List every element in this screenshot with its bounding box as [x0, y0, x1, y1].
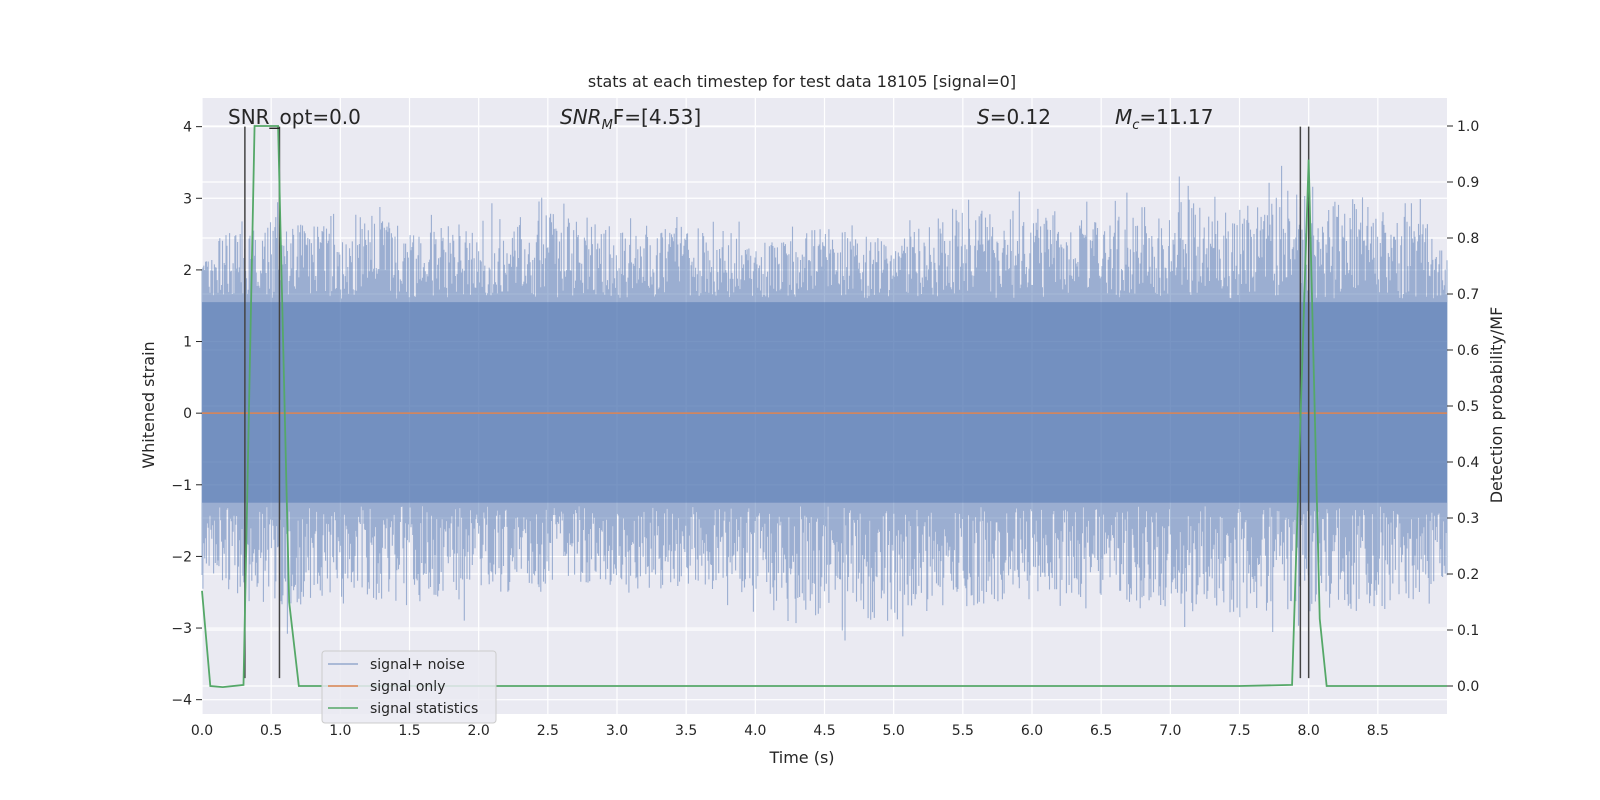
y-tick-label: −3 [171, 621, 192, 637]
x-tick-label: 2.5 [537, 723, 559, 739]
y-tick-label: 2 [183, 263, 192, 279]
x-tick-label: 7.5 [1228, 723, 1250, 739]
y2-tick-label: 0.9 [1457, 175, 1479, 191]
x-tick-label: 5.5 [952, 723, 974, 739]
annotation-mc-suffix: =11.17 [1139, 105, 1213, 129]
y2-tick-label: 0.6 [1457, 343, 1479, 359]
x-tick-label: 6.0 [1021, 723, 1043, 739]
x-tick-label: 4.5 [813, 723, 835, 739]
y2-tick-label: 0.0 [1457, 679, 1479, 695]
x-tick-label: 0.0 [191, 723, 213, 739]
annotation-mc-sub: c [1132, 118, 1139, 133]
series-layer [201, 125, 1448, 689]
annotation-snr-mf-suffix: F=[4.53] [613, 105, 701, 129]
y-tick-label: 3 [183, 191, 192, 207]
x-tick-label: 4.0 [744, 723, 766, 739]
x-tick-label: 7.0 [1159, 723, 1181, 739]
legend-label-signal: signal only [370, 679, 445, 695]
y-tick-label: 4 [183, 120, 192, 136]
chart-title: stats at each timestep for test data 181… [588, 72, 1016, 91]
y-tick-label: 1 [183, 335, 192, 351]
annotation-snr-opt: SNR_opt=0.0 [228, 105, 361, 129]
x-tick-label: 0.5 [260, 723, 282, 739]
x-tick-label: 8.0 [1298, 723, 1320, 739]
legend-label-noise: signal+ noise [370, 657, 465, 673]
legend-box [321, 650, 497, 724]
y2-tick-label: 0.2 [1457, 567, 1479, 583]
x-tick-label: 6.5 [1090, 723, 1112, 739]
y-tick-label: 0 [183, 406, 192, 422]
x-tick-label: 5.0 [883, 723, 905, 739]
series-signal-statistics [201, 125, 1447, 689]
legend-label-stats: signal statistics [370, 701, 478, 717]
y2-tick-label: 0.3 [1457, 511, 1479, 527]
y-tick-label: −1 [171, 478, 192, 494]
y2-tick-label: 0.8 [1457, 231, 1479, 247]
annotation-mc-prefix: M [1115, 105, 1132, 129]
annotation-snr-mf: SNRMF=[4.53] [560, 105, 701, 133]
y2-tick-label: 0.7 [1457, 287, 1479, 303]
annotation-s-suffix: =0.12 [990, 105, 1051, 129]
y2-axis-label: Detection probability/MF [1487, 307, 1506, 504]
annotation-s: S=0.12 [977, 105, 1051, 129]
y2-tick-label: 0.5 [1457, 399, 1479, 415]
y-axis-ticks: 4 3 2 1 0 −1 −2 −3 −4 [171, 120, 202, 709]
y2-axis-ticks: 1.0 0.9 0.8 0.7 0.6 0.5 0.4 0.3 0.2 0.1 0.0 [1447, 119, 1479, 695]
annotation-mc: Mc=11.17 [1115, 105, 1213, 133]
annotation-snr-mf-sub: M [602, 118, 613, 133]
x-tick-label: 3.5 [675, 723, 697, 739]
annotation-s-prefix: S [977, 105, 990, 129]
legend: signal+ noise signal only signal statist… [321, 650, 497, 724]
y-tick-label: −4 [171, 693, 192, 709]
y2-tick-label: 1.0 [1457, 119, 1479, 135]
x-tick-label: 1.5 [398, 723, 420, 739]
y-axis-label: Whitened strain [139, 341, 158, 468]
x-tick-label: 3.0 [606, 723, 628, 739]
annotation-snr-mf-prefix: SNR [560, 105, 602, 129]
y2-tick-label: 0.1 [1457, 623, 1479, 639]
x-axis-ticks: 0.0 0.5 1.0 1.5 2.0 2.5 3.0 3.5 4.0 4.5 5.0 5.5 6.0 6… [191, 723, 1389, 739]
x-tick-label: 8.5 [1367, 723, 1389, 739]
x-tick-label: 2.0 [468, 723, 490, 739]
y2-tick-label: 0.4 [1457, 455, 1479, 471]
x-tick-label: 1.0 [329, 723, 351, 739]
y-tick-label: −2 [171, 549, 192, 565]
x-axis-label: Time (s) [768, 748, 834, 767]
